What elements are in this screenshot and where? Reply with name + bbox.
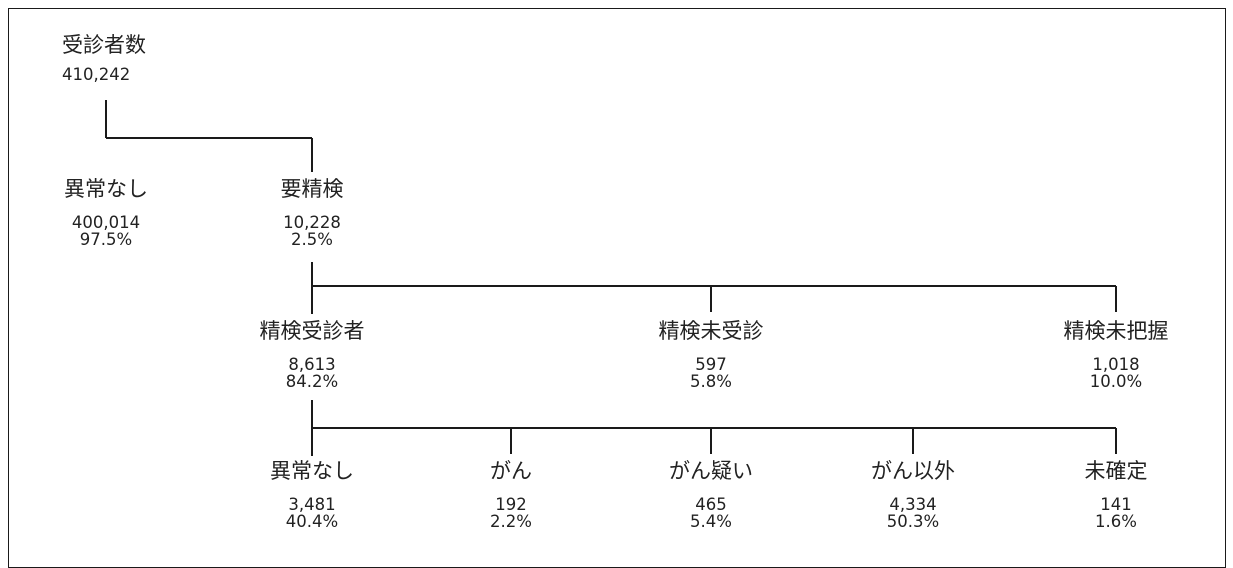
node-percent: 2.5% <box>291 230 333 249</box>
node-count: 1,018 <box>1092 355 1140 374</box>
node-exam-not-received: 精検未受診 597 5.8% <box>659 318 764 390</box>
node-percent: 97.5% <box>79 230 133 249</box>
node-no-abnormality: 異常なし 400,014 97.5% <box>64 176 148 248</box>
node-label: 異常なし <box>64 177 148 201</box>
node-count: 8,613 <box>288 355 336 374</box>
node-percent: 84.2% <box>285 372 339 391</box>
node-percent: 50.3% <box>886 512 940 531</box>
node-result-non-cancer: がん以外 4,334 50.3% <box>871 458 955 530</box>
node-count: 465 <box>695 495 727 514</box>
node-percent: 5.8% <box>690 372 732 391</box>
node-percent: 5.4% <box>690 512 732 531</box>
node-count: 597 <box>695 355 727 374</box>
node-count: 4,334 <box>889 495 937 514</box>
node-label: がん疑い <box>669 459 753 483</box>
node-count: 10,228 <box>283 213 341 232</box>
node-label: 精検受診者 <box>259 319 365 343</box>
node-needs-exam: 要精検 10,228 2.5% <box>281 176 344 248</box>
node-result-undetermined: 未確定 141 1.6% <box>1085 458 1148 530</box>
node-result-cancer: がん 192 2.2% <box>490 458 532 530</box>
node-root: 受診者数 410,242 <box>62 32 146 83</box>
node-root-label: 受診者数 <box>62 33 146 57</box>
node-label: 未確定 <box>1084 459 1148 483</box>
node-count: 3,481 <box>288 495 336 514</box>
connector-level2 <box>311 262 1117 314</box>
node-label: がん以外 <box>871 459 955 483</box>
connector-root <box>105 100 313 172</box>
tree-connectors <box>105 100 1117 456</box>
connector-level3 <box>311 400 1117 456</box>
diagram-frame <box>8 8 1226 568</box>
node-result-suspected-cancer: がん疑い 465 5.4% <box>669 458 753 530</box>
node-label: 要精検 <box>280 177 344 201</box>
node-exam-received: 精検受診者 8,613 84.2% <box>260 318 365 390</box>
node-label: 精検未受診 <box>658 319 764 343</box>
node-label: 精検未把握 <box>1063 319 1169 343</box>
node-percent: 40.4% <box>285 512 339 531</box>
node-label: がん <box>490 459 532 483</box>
node-count: 141 <box>1100 495 1132 514</box>
node-root-count: 410,242 <box>62 65 131 84</box>
node-result-no-abnormality: 異常なし 3,481 40.4% <box>270 458 354 530</box>
node-percent: 10.0% <box>1089 372 1143 391</box>
node-label: 異常なし <box>270 459 354 483</box>
node-count: 192 <box>495 495 527 514</box>
node-exam-unknown: 精検未把握 1,018 10.0% <box>1064 318 1169 390</box>
node-percent: 2.2% <box>490 512 532 531</box>
node-count: 400,014 <box>71 213 141 232</box>
node-percent: 1.6% <box>1095 512 1137 531</box>
